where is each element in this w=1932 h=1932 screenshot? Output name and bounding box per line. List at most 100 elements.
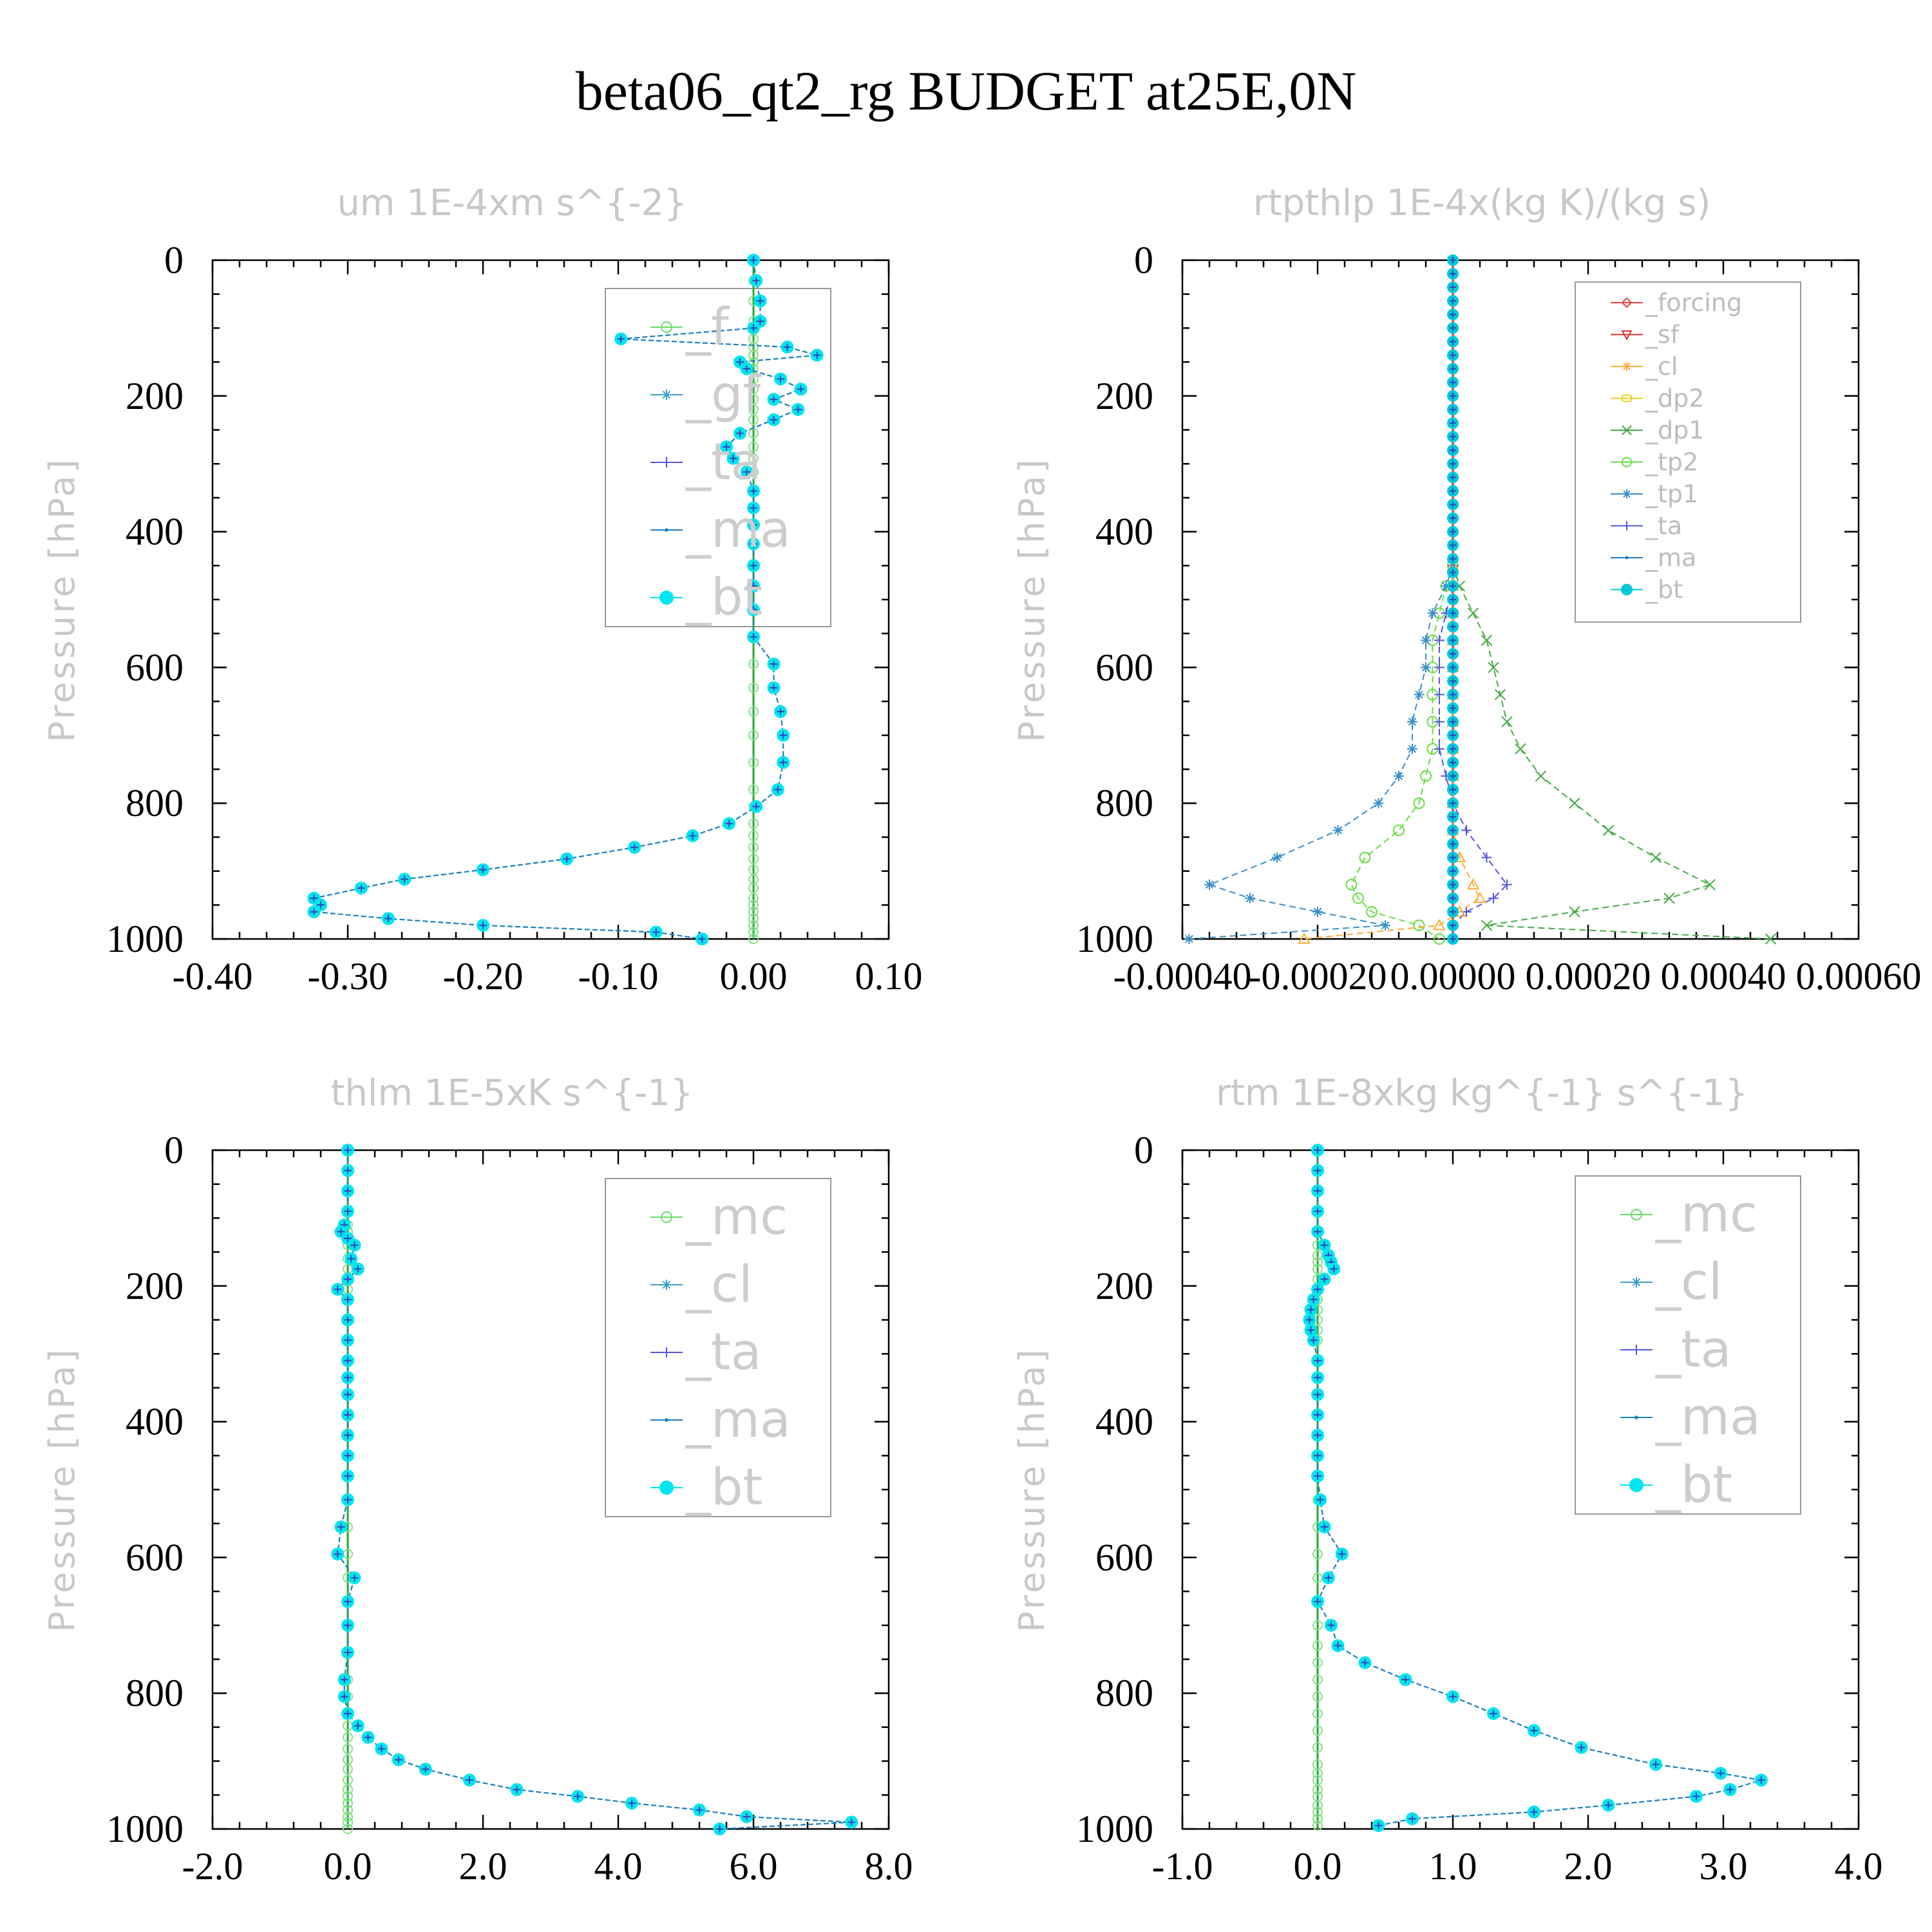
series-ta-marker [750, 256, 757, 264]
legend-swatch-marker [1631, 1345, 1642, 1355]
series-tp1-marker [1427, 608, 1438, 619]
series-ta-marker [783, 343, 791, 351]
series-zero-marker [748, 341, 759, 352]
series-ta-marker [1450, 664, 1456, 671]
series-zero-marker [1312, 1768, 1323, 1779]
series-ta-marker [1450, 732, 1456, 739]
series-ta-marker [344, 1411, 352, 1419]
series-zero-marker [748, 730, 759, 741]
series-ta-marker [1450, 895, 1456, 902]
series-dp1-marker [1515, 743, 1526, 755]
series-ta-marker [1450, 718, 1456, 725]
series-zero-marker [748, 659, 759, 670]
x-tick-label: 2.0 [1564, 1845, 1613, 1888]
series-zero-marker [748, 453, 759, 464]
legend-label: _ta [1655, 1321, 1731, 1379]
series-ta-marker [630, 843, 639, 851]
y-tick-label: 600 [126, 1536, 184, 1578]
legend-swatch-marker [661, 1280, 672, 1290]
series-tp2-marker [1413, 919, 1425, 931]
series-ta-marker [1490, 1709, 1497, 1718]
series-ta-marker [344, 1648, 352, 1656]
series-ta-marker [1450, 840, 1456, 848]
series-ta-marker [736, 429, 744, 437]
series-ta-marker [1434, 743, 1444, 754]
y-tick-label: 600 [126, 646, 184, 688]
x-tick-label: -0.30 [308, 955, 388, 998]
series-ta-marker [1434, 689, 1444, 700]
legend-label: _gf [685, 366, 762, 424]
series-zero-marker [1312, 1742, 1323, 1753]
series-zero-marker [1312, 1691, 1323, 1702]
series-zero-marker [748, 818, 759, 829]
series-ta-marker [1450, 867, 1456, 875]
legend-swatch-marker [1622, 394, 1632, 402]
series-ta-marker [1450, 365, 1456, 372]
series-ta-marker [344, 1187, 352, 1195]
series-tp2-marker [1359, 851, 1371, 864]
series-ta-marker [344, 1316, 352, 1324]
legend-label: _bt [1655, 1456, 1732, 1514]
series-ta-marker [1307, 1326, 1315, 1334]
series-zero-marker [343, 1797, 353, 1808]
legend-swatch-marker [1631, 1277, 1642, 1287]
legend-label: _tp2 [1645, 448, 1698, 477]
series-ta-marker [344, 1207, 352, 1215]
x-tick-label: 0.00000 [1390, 955, 1516, 998]
series-ta-marker [357, 884, 365, 892]
series-tp1-marker [1184, 934, 1195, 944]
legend-label: _ta [1645, 512, 1682, 540]
legend-swatch-marker [1621, 583, 1633, 596]
y-tick-label: 800 [126, 782, 184, 824]
series-ta-marker [1316, 1495, 1325, 1504]
legend-label: _tp1 [1645, 480, 1698, 508]
legend-swatch-marker [659, 591, 674, 605]
series-ta-marker [1450, 827, 1456, 834]
x-tick-label: 4.0 [594, 1845, 643, 1888]
series-ta-marker [617, 335, 625, 343]
legend-label: _bt [685, 1459, 762, 1517]
y-tick-label: 1000 [1076, 918, 1153, 960]
series-ta-marker [1450, 922, 1456, 929]
x-tick-label: 2.0 [459, 1845, 507, 1888]
series-ta-marker [1314, 1207, 1321, 1215]
series-ta-marker [1461, 825, 1472, 836]
legend-swatch-marker [1629, 1478, 1643, 1492]
panel-title: rtpthlp 1E-4x(kg K)/(kg s) [1253, 182, 1711, 224]
series-zero-marker [343, 1732, 353, 1743]
series-zero-marker [343, 1791, 353, 1802]
series-zero-marker [343, 1743, 353, 1754]
series-ta-marker [401, 875, 409, 884]
series-ta-marker [813, 351, 821, 359]
x-tick-label: -1.0 [1152, 1845, 1213, 1888]
series-ta-marker [1450, 515, 1456, 522]
legend-label: _mc [685, 1188, 788, 1246]
series-ta-marker [1327, 1621, 1335, 1629]
legend-swatch-marker [1622, 362, 1631, 371]
series-ta-marker [344, 1374, 352, 1382]
y-tick-label: 1000 [106, 918, 184, 960]
chart-panel: rtm 1E-8xkg kg^{-1} s^{-1} Pressure [hPa]… [1012, 1072, 1883, 1888]
series-ta-marker [1314, 1472, 1321, 1480]
series-ta-marker [756, 317, 764, 325]
y-tick-label: 600 [1095, 1536, 1153, 1578]
x-tick-label: -0.00020 [1249, 955, 1387, 998]
series-ta-line [1439, 565, 1508, 939]
series-ta-marker [344, 1146, 352, 1154]
series-ta-marker [1330, 1265, 1338, 1273]
panel-title: rtm 1E-8xkg kg^{-1} s^{-1} [1216, 1072, 1748, 1114]
legend-swatch-marker [1621, 297, 1633, 308]
series-zero-marker [748, 706, 759, 717]
series-tp2-marker [1420, 770, 1432, 782]
y-axis-label: Pressure [hPa] [1012, 457, 1052, 742]
series-zero-marker [343, 1784, 353, 1795]
series-ta-marker [344, 1390, 352, 1399]
series-ta-marker [1450, 474, 1456, 481]
x-tick-label: 0.0 [324, 1845, 372, 1888]
series-tp1-marker [1441, 580, 1452, 591]
legend-swatch-marker [661, 321, 672, 333]
series-dp1-marker [1650, 851, 1662, 864]
y-tick-label: 200 [126, 1265, 184, 1307]
series-zero-marker [748, 893, 759, 904]
series-zero-marker [343, 1804, 353, 1815]
